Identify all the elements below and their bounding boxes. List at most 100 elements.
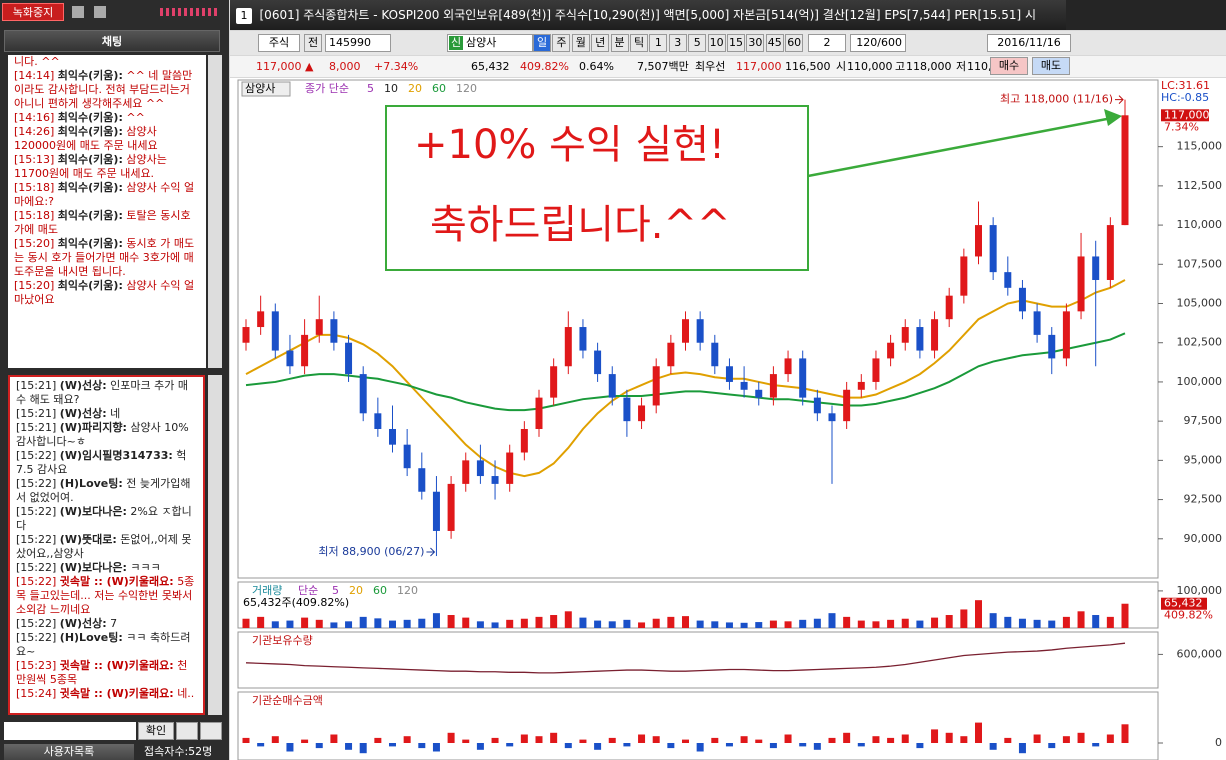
chat-line: [15:22] (W)뜻대로: 돈없어,,어제 못샀어요,,삼양사	[16, 533, 197, 561]
candle-body	[901, 327, 909, 343]
candle-body	[301, 334, 309, 367]
bar	[330, 734, 338, 743]
chat-user: (W)선상:	[59, 407, 107, 420]
code-input[interactable]: 145990	[325, 34, 391, 52]
candle-body	[1062, 311, 1070, 359]
bar	[1048, 620, 1056, 628]
chat-text: 삼양사는 11700원에 매도 주문 내세요.	[14, 153, 167, 180]
bar	[1077, 732, 1085, 743]
chart-title: 삼양사	[245, 82, 275, 95]
user-list-tab[interactable]: 사용자목록	[4, 744, 134, 760]
low-marker: 최저 88,900 (06/27)	[318, 545, 424, 558]
bar	[286, 620, 294, 628]
bar	[711, 737, 719, 743]
bar	[1018, 618, 1026, 628]
period-button[interactable]: 3	[668, 34, 687, 52]
market-select[interactable]: 주식	[258, 34, 300, 52]
scrollbar[interactable]	[208, 375, 222, 715]
chat-input[interactable]	[4, 722, 136, 740]
chat-time: [15:22]	[16, 533, 57, 546]
candle-body	[667, 342, 675, 367]
chat-line: [15:21] (W)선상: 네	[16, 407, 197, 421]
candle-body	[623, 397, 631, 422]
chat-time: [15:21]	[16, 421, 57, 434]
chat-text: 네	[110, 407, 121, 420]
bar	[403, 736, 411, 743]
y-tick-label: 115,000	[1177, 140, 1223, 153]
record-button[interactable]: 녹화중지	[2, 3, 64, 21]
bar	[1106, 616, 1114, 628]
period-button[interactable]: 주	[552, 34, 571, 52]
chat-line: [15:21] (W)선상: 인포마크 추가 매수 해도 돼요?	[16, 379, 197, 407]
candle-body	[271, 311, 279, 351]
legend-title: 단순	[298, 584, 318, 597]
scrollbar[interactable]	[208, 55, 222, 368]
chat-line: [15:22] (W)선상: 7	[16, 617, 197, 631]
new-badge: 신	[449, 36, 463, 50]
candle-body	[432, 491, 440, 531]
period-button[interactable]: 60	[785, 34, 804, 52]
period-button[interactable]: 45	[765, 34, 784, 52]
name-box[interactable]	[447, 34, 533, 52]
bar	[564, 611, 572, 628]
period-button[interactable]: 년	[591, 34, 610, 52]
period-button[interactable]: 틱	[630, 34, 648, 52]
button[interactable]	[176, 722, 198, 740]
confirm-button[interactable]: 확인	[138, 722, 174, 740]
bar	[271, 621, 279, 628]
legend-entry: 120	[397, 584, 418, 597]
bar	[931, 617, 939, 628]
change-pct: +7.34%	[374, 60, 419, 73]
annotation-box	[385, 105, 809, 271]
chat-line: [14:14] 최익수(키움): ^^ 네 말씀만이라도 감사합니다. 전혀 부…	[14, 69, 200, 111]
legend-entry: 10	[384, 82, 398, 95]
turnover: 0.64%	[579, 60, 614, 73]
period-button[interactable]: 30	[746, 34, 765, 52]
icon[interactable]	[94, 6, 106, 18]
legend-entry: 60	[373, 584, 387, 597]
candle-body	[389, 428, 396, 445]
bar	[1004, 737, 1012, 743]
y-tick-label: 112,500	[1177, 179, 1223, 192]
buy-button[interactable]: 매수	[990, 57, 1028, 75]
window-controls[interactable]	[1066, 0, 1226, 30]
candle-body	[286, 350, 294, 367]
chat-tab[interactable]: 채팅	[4, 30, 220, 52]
chat-time: [15:21]	[16, 407, 57, 420]
period-button[interactable]: 5	[688, 34, 707, 52]
ma-line	[245, 279, 1126, 478]
button[interactable]	[200, 722, 222, 740]
bar	[286, 743, 294, 752]
multiplier[interactable]: 2	[808, 34, 846, 52]
period-button[interactable]: 1	[649, 34, 668, 52]
chat-user: 최익수(키움):	[57, 125, 123, 138]
candle-body	[638, 405, 646, 422]
icon[interactable]	[72, 6, 84, 18]
bar	[975, 600, 982, 628]
bar	[506, 619, 514, 628]
bar	[301, 739, 309, 743]
period-button[interactable]: 일	[533, 34, 551, 52]
period-button[interactable]: 월	[571, 34, 590, 52]
chat-time: [14:26]	[14, 125, 55, 138]
bar	[843, 732, 851, 743]
bar	[550, 732, 558, 743]
bar	[931, 729, 939, 743]
chat-user: 최익수(키움):	[57, 209, 123, 222]
period-button[interactable]: 분	[610, 34, 629, 52]
chat-user: 귓속말 :: (W)키울래요:	[59, 687, 174, 700]
chat-user: 귓속말 :: (W)키울래요:	[59, 659, 174, 672]
bar	[901, 618, 909, 628]
range[interactable]: 120/600	[850, 34, 906, 52]
bar	[945, 615, 953, 628]
period-button[interactable]: 10	[707, 34, 726, 52]
candle-body	[1018, 287, 1026, 312]
period-button[interactable]: 15	[727, 34, 745, 52]
sell-button[interactable]: 매도	[1032, 57, 1070, 75]
date[interactable]: 2016/11/16	[987, 34, 1071, 52]
prev-button[interactable]: 전	[304, 34, 322, 52]
bar	[682, 616, 689, 628]
chat-time: [15:18]	[14, 181, 55, 194]
annotation-arrow	[807, 116, 1113, 178]
